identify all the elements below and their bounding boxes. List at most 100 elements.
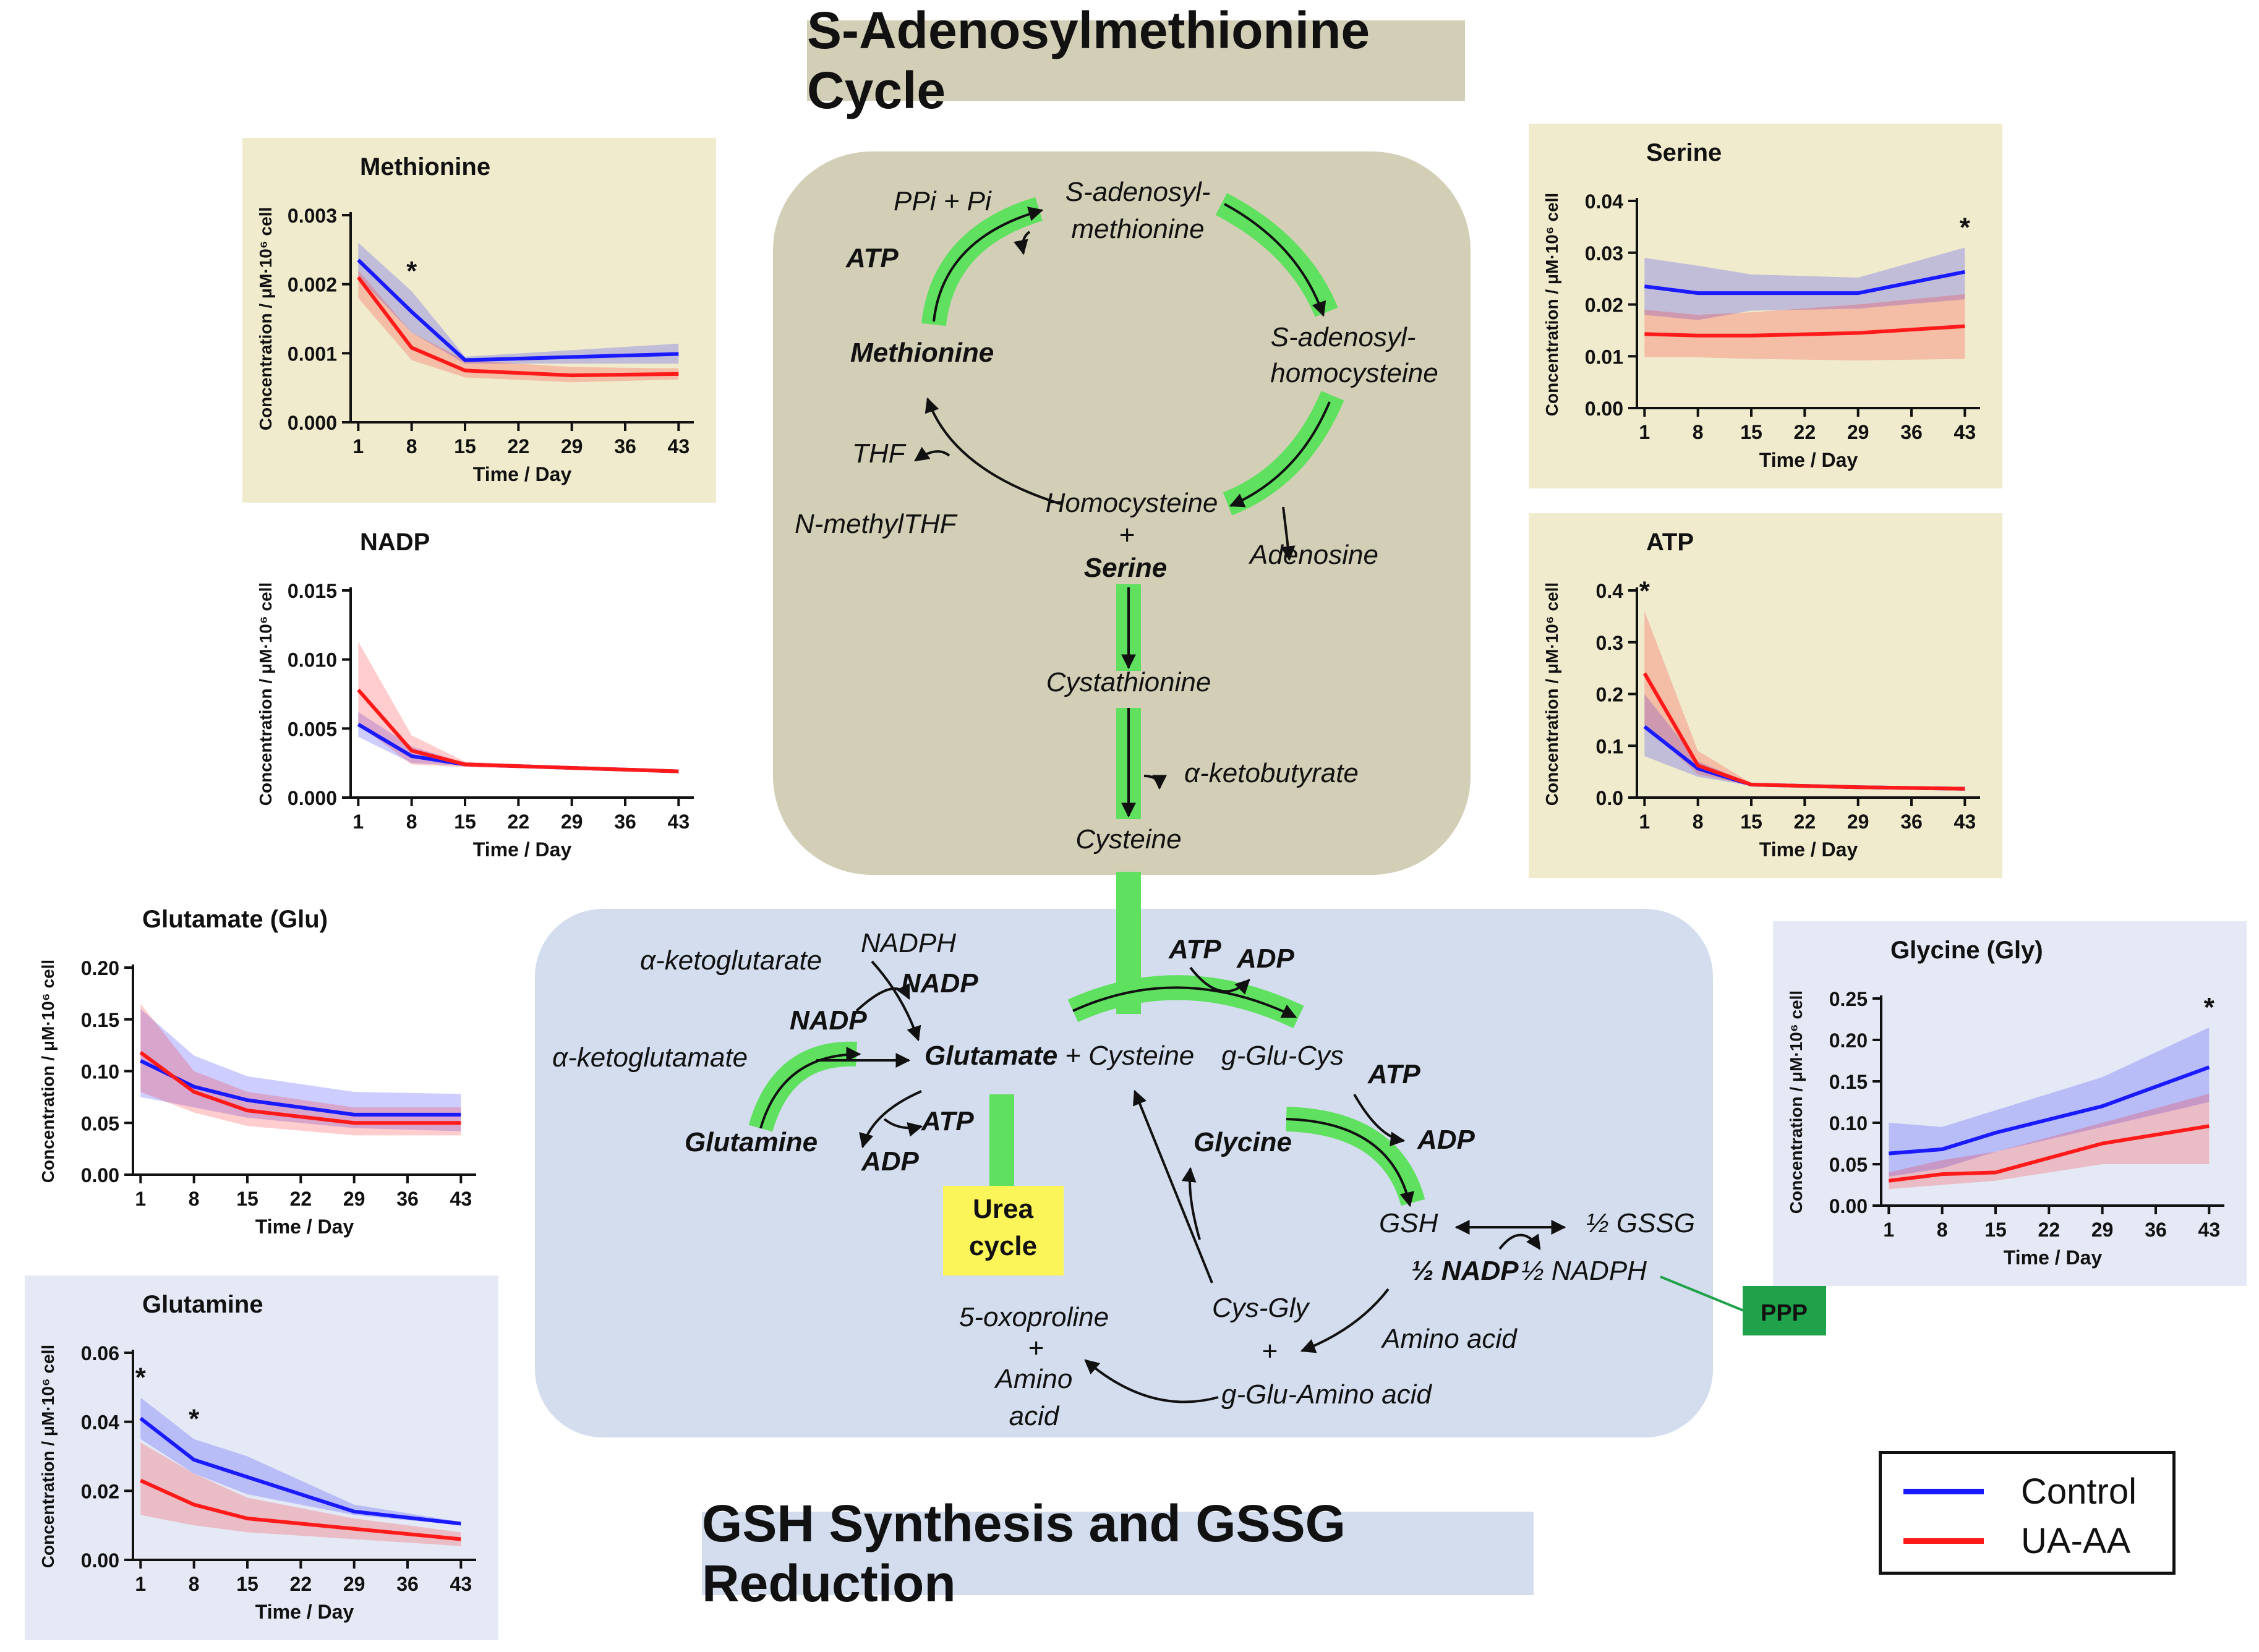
glycine-panel [1773,921,2247,1286]
glycine-band-ua-aa [1889,1094,2210,1190]
glutamine-title: Glutamine [142,1291,263,1318]
ppp-box [1743,1286,1826,1335]
atp-panel [1529,513,2002,878]
glutamate-y-tick-label: 0.00 [81,1164,119,1186]
legend-control-label: Control [2021,1471,2137,1512]
serine-x-tick-label: 22 [1794,421,1816,443]
oxoproline-amino: Amino [994,1364,1073,1394]
nadp-x-tick-label: 8 [406,811,417,833]
legend-ua-aa-swatch [1903,1538,1984,1544]
methionine-x-tick-label: 22 [508,435,530,458]
methionine-y-tick-label: 0.000 [288,412,337,434]
glutamine-y-tick-label: 0.06 [81,1342,119,1365]
atp-ylabel: Concentration / μM·10⁶ cell [1542,582,1561,806]
glycine-chart: Glycine (Gly) 0.00 0.05 0.10 0.15 0.20 0.25 1 8 1… [1787,937,2224,1269]
glutamate-chart: Glutamate (Glu) 0.00 0.05 0.10 0.15 0.20 1 8 15 2… [38,906,476,1238]
atp-chart: ATP 0.0 0.1 0.2 0.3 0.4 1 8 15 22 29 36 43 Time / Day… [1542,529,1980,861]
nadp-y-tick-label: 0.015 [288,580,337,602]
glycine-x-tick-label: 8 [1937,1219,1948,1241]
glycine-x-tick-label: 36 [2145,1219,2167,1241]
glutamine-x-tick-label: 29 [343,1573,365,1595]
glutamate-ylabel: Concentration / μM·10⁶ cell [38,960,58,1183]
glycine-x-tick-label: 29 [2091,1219,2114,1241]
gglu-amino-node: g-Glu-Amino acid [1221,1379,1432,1410]
methionine-y-tick-label: 0.003 [288,205,337,227]
sam-cycle-panel [773,151,1471,875]
legend-ua-aa: UA-AA [1903,1521,2130,1561]
glutamine-chart: Glutamine 0.00 0.02 0.04 0.06 1 8 15 22 29 36 43 Tim… [38,1291,476,1623]
methionine-y-tick-label: 0.002 [288,274,337,296]
glutamate-x-tick-label: 36 [396,1188,419,1210]
urea-label-2: cycle [969,1231,1037,1261]
ppi-pi-label: PPi + Pi [894,186,992,216]
adenosine-label: Adenosine [1248,540,1378,570]
methionine-line-control [357,258,679,362]
nmethylthf-label: N-methylTHF [795,509,958,539]
sah-node-line1: S-adenosyl- [1271,322,1416,352]
serine-y-tick-label: 0.00 [1585,398,1623,420]
glutamine-y-tick-label: 0.00 [81,1549,119,1572]
glycine-y-tick-label: 0.10 [1829,1112,1868,1135]
glutamine-x-tick-label: 1 [135,1573,146,1595]
nadp-x-tick-label: 29 [561,811,583,833]
glutamate-x-tick-label: 22 [290,1188,312,1210]
serine-chart: Serine 0.00 0.01 0.02 0.03 0.04 1 8 15 22 29 36 43 Ti… [1542,139,1980,471]
nadp-x-tick-label: 22 [508,811,530,833]
nadp-chart: NADP 0.000 0.005 0.010 0.015 1 8 15 22 29 36 43 Time… [256,529,694,861]
glycine-y-tick-label: 0.25 [1829,988,1868,1010]
amino-acid-label: Amino acid [1380,1324,1518,1354]
methionine-x-tick-label: 1 [352,435,364,458]
serine-y-tick-label: 0.03 [1585,242,1623,265]
methionine-x-tick-label: 36 [614,435,636,458]
glycine-y-tick-label: 0.00 [1829,1195,1868,1217]
glutamine-node: Glutamine [685,1127,818,1157]
serine-significance-marker: * [1960,212,1971,242]
serine-band-control [1644,247,1965,320]
atp-y-tick-label: 0.3 [1596,632,1623,654]
glycine-ylabel: Concentration / μM·10⁶ cell [1787,990,1806,1214]
serine-x-tick-label: 15 [1740,421,1762,443]
atp-y-tick-label: 0.1 [1596,735,1623,757]
ppp-label: PPP [1761,1300,1808,1326]
adp-label-gglucys: ADP [1236,943,1295,974]
glutamate-y-tick-label: 0.05 [81,1112,119,1135]
atp-label-gglucys: ATP [1168,934,1221,964]
serine-x-tick-label: 43 [1954,421,1976,443]
atp-x-tick-label: 43 [1954,811,1976,833]
half-nadp-label: ½ NADP [1411,1256,1519,1286]
glutamine-band-ua-aa [140,1442,461,1546]
serine-line-ua-aa [1644,324,1965,338]
cysgly-plus: + [1262,1336,1278,1366]
atp-xlabel: Time / Day [1759,838,1858,861]
glycine-significance-marker: * [2204,992,2215,1023]
half-gssg-node: ½ GSSG [1586,1208,1695,1238]
atp-label-glycine: ATP [1367,1059,1420,1089]
methionine-chart: Methionine 0.000 0.001 0.002 0.003 1 8 15 22 29 36… [256,153,694,485]
nadp-x-tick-label: 1 [352,811,364,833]
nadp-ylabel: Concentration / μM·10⁶ cell [256,582,275,806]
glutamine-panel [25,1275,498,1640]
glycine-xlabel: Time / Day [2004,1246,2103,1269]
gglucys-node: g-Glu-Cys [1221,1041,1344,1071]
glutamine-y-tick-label: 0.04 [81,1411,119,1434]
ketobutyrate-label: α-ketobutyrate [1184,758,1359,788]
nadp-x-tick-label: 36 [614,811,636,833]
methionine-y-tick-label: 0.001 [288,343,337,365]
atp-x-tick-label: 8 [1693,811,1704,833]
glycine-node: Glycine [1194,1127,1292,1157]
atp-x-tick-label: 36 [1900,811,1923,833]
akglutamate-label: α-ketoglutamate [552,1042,748,1073]
methionine-xlabel: Time / Day [473,463,572,485]
sam-node-line1: S-adenosyl- [1065,177,1211,207]
legend-control-swatch [1903,1488,1984,1494]
glycine-x-tick-label: 43 [2198,1219,2221,1241]
serine-x-tick-label: 36 [1900,421,1923,443]
nadp-y-tick-label: 0.005 [288,718,337,740]
glutamate-title: Glutamate (Glu) [142,906,328,933]
gsh-panel [535,909,1713,1437]
methionine-panel [242,138,716,503]
nadp-x-tick-label: 43 [668,811,690,833]
glutamine-x-tick-label: 15 [236,1573,258,1595]
glutamate-y-tick-label: 0.20 [81,957,119,979]
